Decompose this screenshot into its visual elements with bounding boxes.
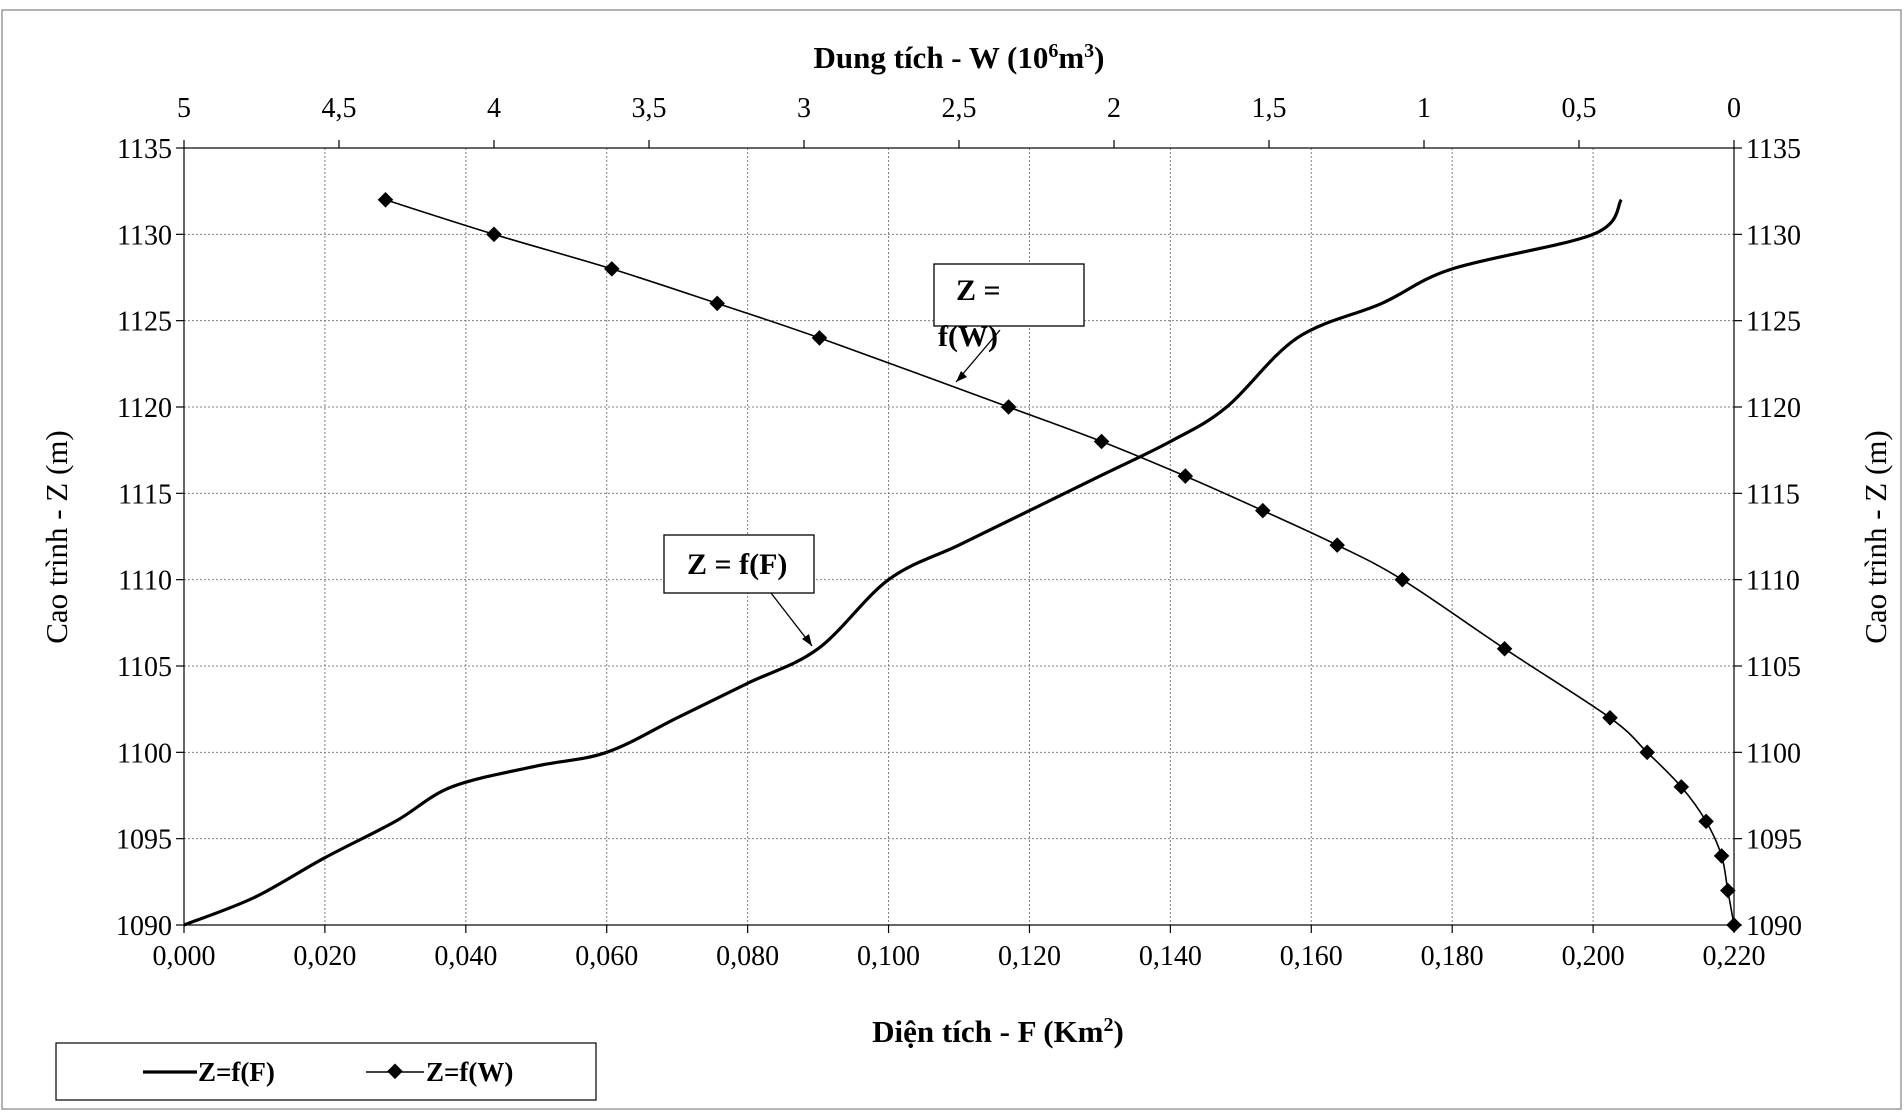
bottom-tick-label: 0,100 (857, 941, 920, 972)
top-axis-title: Dung tích - W (106m3) (814, 40, 1105, 75)
legend-label-z-f-w: Z=f(W) (426, 1057, 513, 1087)
top-tick-label: 2,5 (942, 93, 977, 124)
data-point-z-f-w (1639, 744, 1655, 761)
right-tick-label: 1110 (1746, 566, 1800, 597)
left-tick-label: 1105 (117, 652, 172, 683)
data-point-z-f-w (1602, 710, 1618, 726)
bottom-axis-title: Diện tích - F (Km2) (872, 1014, 1124, 1049)
bottom-tick-label: 0,220 (1703, 941, 1766, 972)
left-tick-label: 1130 (117, 220, 172, 251)
legend-label-z-f-f: Z=f(F) (198, 1057, 275, 1087)
callout-z-f-w-line2: f(W) (938, 320, 998, 353)
left-axis-title: Cao trình - Z (m) (39, 430, 74, 644)
left-tick-label: 1115 (118, 479, 172, 510)
bottom-tick-label: 0,020 (293, 941, 356, 972)
left-tick-label: 1135 (117, 134, 172, 165)
top-tick-label: 4 (487, 93, 501, 124)
right-tick-label: 1120 (1746, 393, 1801, 424)
bottom-tick-label: 0,080 (716, 941, 779, 972)
callout-z-f-w-line1: Z = (956, 274, 1001, 307)
top-tick-label: 1 (1417, 93, 1431, 124)
data-point-z-f-w (1713, 848, 1730, 864)
callout-z-f-w-arrowhead (956, 371, 967, 382)
right-tick-label: 1105 (1746, 652, 1801, 683)
data-point-z-f-w (1720, 882, 1736, 899)
right-axis-ticks: 1090 1095 1100 1105 1110 1115 1120 1125 1130 1135 (1734, 134, 1802, 942)
chart-frame (1, 9, 1902, 1110)
data-point-z-f-w (1093, 433, 1110, 450)
bottom-axis-ticks: 0,000 0,020 0,040 0,060 0,080 0,100 0,120 0,140… (153, 925, 1766, 972)
right-tick-label: 1125 (1746, 307, 1801, 338)
right-axis-title: Cao trình - Z (m) (1858, 430, 1893, 644)
right-tick-label: 1090 (1746, 911, 1802, 942)
callout-z-f-w: Z = f(W) (933, 263, 1085, 383)
callout-z-f-f-arrowhead (802, 634, 812, 646)
bottom-tick-label: 0,160 (1280, 941, 1343, 972)
bottom-tick-label: 0,140 (1139, 941, 1202, 972)
left-tick-label: 1125 (117, 307, 172, 338)
top-tick-label: 3,5 (632, 93, 667, 124)
data-point-z-f-w (1255, 502, 1271, 519)
data-point-z-f-w (1726, 917, 1742, 933)
legend-box (55, 1042, 597, 1101)
callout-z-f-f-label: Z = f(F) (687, 548, 787, 581)
callout-z-f-w-box (933, 263, 1085, 327)
data-point-z-f-w (811, 330, 828, 346)
left-tick-label: 1110 (118, 566, 172, 597)
legend: Z=f(F) Z=f(W) (55, 1042, 597, 1101)
gridlines (184, 148, 1734, 925)
data-point-z-f-w (1496, 640, 1513, 657)
bottom-tick-label: 0,200 (1562, 941, 1625, 972)
top-tick-label: 3 (797, 93, 811, 124)
bottom-tick-label: 0,060 (575, 941, 638, 972)
right-tick-label: 1115 (1746, 479, 1800, 510)
series-line-z-f-w (385, 199, 1735, 926)
right-tick-label: 1100 (1746, 738, 1801, 769)
right-tick-label: 1095 (1746, 825, 1802, 856)
left-tick-label: 1095 (116, 825, 172, 856)
left-tick-label: 1090 (116, 911, 172, 942)
top-axis-ticks: 5 4,5 4 3,5 3 2,5 2 1,5 1 0,5 0 (177, 93, 1741, 148)
right-tick-label: 1135 (1746, 134, 1801, 165)
top-tick-label: 4,5 (322, 93, 357, 124)
callout-z-f-f-box (663, 534, 815, 594)
top-tick-label: 0,5 (1562, 93, 1597, 124)
left-tick-label: 1120 (117, 393, 172, 424)
right-tick-label: 1130 (1746, 220, 1801, 251)
data-point-z-f-w (1698, 813, 1714, 830)
top-tick-label: 1,5 (1252, 93, 1287, 124)
left-tick-label: 1100 (117, 738, 172, 769)
top-tick-label: 2 (1107, 93, 1121, 124)
bottom-tick-label: 0,040 (434, 941, 497, 972)
data-point-z-f-w (1394, 571, 1411, 588)
series-line-z-f-f (183, 198, 1623, 927)
bottom-tick-label: 0,120 (998, 941, 1061, 972)
left-axis-ticks: 1090 1095 1100 1105 1110 1115 1120 1125 1130 1135 (116, 134, 184, 942)
bottom-tick-label: 0,000 (153, 941, 216, 972)
callout-z-f-f: Z = f(F) (663, 534, 815, 647)
top-tick-label: 0 (1727, 93, 1741, 124)
top-tick-label: 5 (177, 93, 191, 124)
data-point-z-f-w (604, 261, 620, 277)
data-point-z-f-w (1177, 468, 1194, 484)
bottom-tick-label: 0,180 (1421, 941, 1484, 972)
data-point-z-f-w (377, 192, 394, 208)
